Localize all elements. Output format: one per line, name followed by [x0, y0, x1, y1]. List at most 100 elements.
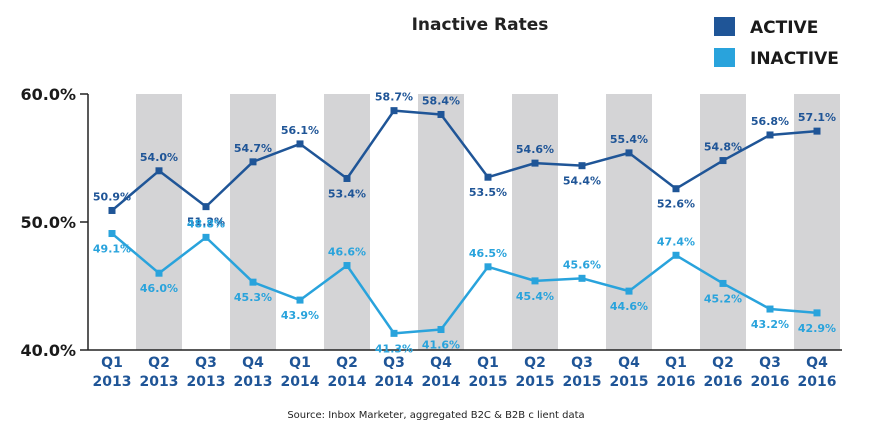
data-label-inactive: 46.5%: [469, 247, 507, 260]
x-tick-year: 2013: [187, 374, 226, 390]
x-tick-year: 2013: [234, 374, 273, 390]
data-point-active: [108, 206, 116, 214]
data-label-active: 58.4%: [422, 94, 460, 107]
data-label-inactive: 45.2%: [704, 292, 742, 305]
y-axis-ticks: 60.0% 50.0% 40.0%: [20, 85, 88, 360]
data-label-inactive: 43.2%: [751, 318, 789, 331]
series-group: [108, 107, 821, 337]
legend-swatch-inactive: [714, 48, 735, 67]
shade-band: [512, 94, 558, 350]
data-point-inactive: [484, 263, 492, 271]
x-tick-year: 2016: [657, 374, 696, 390]
shade-band: [794, 94, 840, 350]
x-tick-quarter: Q1: [665, 355, 687, 371]
data-point-active: [249, 158, 257, 166]
x-tick-quarter: Q2: [712, 355, 734, 371]
x-tick-year: 2016: [751, 374, 790, 390]
data-label-inactive: 47.4%: [657, 235, 695, 248]
data-labels: 50.9% 54.0% 51.2% 54.7% 56.1% 53.4% 58.7% 58.4%…: [93, 91, 836, 356]
data-point-active: [578, 162, 586, 170]
data-label-inactive: 43.9%: [281, 309, 319, 322]
data-point-active: [813, 127, 821, 135]
data-point-active: [672, 185, 680, 193]
x-tick-year: 2016: [704, 374, 743, 390]
data-label-inactive: 42.9%: [798, 322, 836, 335]
x-tick-year: 2015: [469, 374, 508, 390]
data-label-inactive: 44.6%: [610, 300, 648, 313]
data-label-inactive: 49.1%: [93, 243, 131, 256]
data-point-inactive: [249, 278, 257, 286]
data-point-inactive: [578, 274, 586, 282]
legend: ACTIVE INACTIVE: [714, 17, 839, 69]
data-label-inactive: 46.0%: [140, 282, 178, 295]
data-point-active: [625, 149, 633, 157]
x-tick-year: 2016: [798, 374, 837, 390]
data-point-inactive: [202, 233, 210, 241]
data-label-active: 58.7%: [375, 91, 413, 104]
x-tick-quarter: Q2: [336, 355, 358, 371]
legend-label-active: ACTIVE: [750, 18, 818, 38]
source-note: Source: Inbox Marketer, aggregated B2C &…: [287, 410, 584, 421]
data-label-active: 56.1%: [281, 124, 319, 137]
x-tick-year: 2014: [375, 374, 414, 390]
data-point-active: [719, 157, 727, 165]
data-point-active: [531, 159, 539, 167]
x-tick-quarter: Q1: [477, 355, 499, 371]
data-point-inactive: [531, 277, 539, 285]
x-tick-quarter: Q1: [289, 355, 311, 371]
data-point-inactive: [155, 269, 163, 277]
data-point-inactive: [813, 309, 821, 317]
data-label-active: 50.9%: [93, 190, 131, 203]
data-label-active: 53.4%: [328, 187, 366, 200]
data-point-inactive: [719, 279, 727, 287]
x-tick-quarter: Q4: [242, 355, 264, 371]
data-point-inactive: [437, 326, 445, 334]
x-tick-year: 2013: [140, 374, 179, 390]
data-point-active: [484, 173, 492, 181]
shade-band: [700, 94, 746, 350]
x-tick-quarter: Q2: [524, 355, 546, 371]
data-label-inactive: 41.3%: [375, 342, 413, 355]
legend-label-inactive: INACTIVE: [750, 49, 839, 69]
x-tick-quarter: Q4: [430, 355, 452, 371]
shade-band: [230, 94, 276, 350]
data-label-inactive: 48.8%: [187, 217, 225, 230]
legend-swatch-active: [714, 17, 735, 36]
data-label-active: 51.2%: [187, 216, 225, 229]
x-tick-year: 2015: [516, 374, 555, 390]
column-shading: [136, 94, 840, 350]
y-tick-label: 60.0%: [20, 85, 76, 104]
data-label-inactive: 45.4%: [516, 290, 554, 303]
data-point-active: [766, 131, 774, 139]
data-label-inactive: 46.6%: [328, 246, 366, 259]
x-tick-quarter: Q4: [618, 355, 640, 371]
x-tick-quarter: Q2: [148, 355, 170, 371]
shade-band: [418, 94, 464, 350]
x-tick-quarter: Q3: [383, 355, 405, 371]
data-label-active: 53.5%: [469, 186, 507, 199]
x-tick-quarter: Q4: [806, 355, 828, 371]
x-tick-quarter: Q3: [759, 355, 781, 371]
x-tick-year: 2014: [281, 374, 320, 390]
x-tick-quarter: Q1: [101, 355, 123, 371]
data-label-active: 54.0%: [140, 151, 178, 164]
data-label-active: 54.8%: [704, 141, 742, 154]
data-point-active: [343, 174, 351, 182]
x-tick-year: 2014: [422, 374, 461, 390]
x-tick-year: 2014: [328, 374, 367, 390]
data-label-active: 54.7%: [234, 142, 272, 155]
shade-band: [606, 94, 652, 350]
chart-title: Inactive Rates: [412, 15, 549, 35]
data-label-inactive: 45.3%: [234, 291, 272, 304]
data-point-active: [437, 110, 445, 118]
data-label-inactive: 45.6%: [563, 258, 601, 271]
data-label-active: 56.8%: [751, 115, 789, 128]
data-point-inactive: [766, 305, 774, 313]
shade-band: [324, 94, 370, 350]
shade-band: [136, 94, 182, 350]
x-tick-quarter: Q3: [571, 355, 593, 371]
data-label-active: 54.4%: [563, 175, 601, 188]
data-point-inactive: [625, 287, 633, 295]
data-label-active: 57.1%: [798, 111, 836, 124]
